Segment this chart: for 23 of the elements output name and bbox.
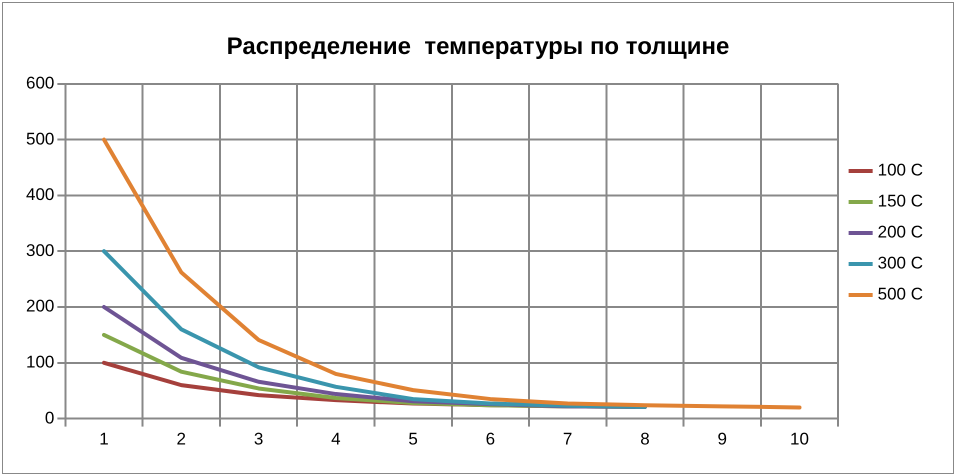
x-tick-label: 2	[176, 429, 186, 448]
y-tick-label: 500	[26, 129, 54, 148]
chart-title: Распределение температуры по толщине	[226, 33, 730, 60]
legend-label: 300 C	[878, 254, 924, 273]
y-tick-label: 400	[26, 185, 54, 204]
x-tick-label: 7	[562, 429, 572, 448]
x-tick-label: 10	[790, 429, 809, 448]
legend-label: 500 C	[878, 284, 924, 304]
y-tick-label: 300	[26, 240, 54, 260]
y-tick-label: 100	[26, 352, 54, 372]
x-tick-label: 1	[99, 429, 109, 448]
y-tick-label: 200	[26, 296, 54, 316]
x-tick-label: 8	[640, 429, 650, 448]
legend-label: 200 C	[878, 222, 924, 242]
x-tick-label: 4	[331, 429, 341, 448]
x-tick-label: 6	[486, 429, 496, 448]
x-tick-label: 3	[254, 429, 264, 448]
y-tick-label: 600	[26, 73, 54, 92]
legend-label: 100 C	[878, 160, 924, 180]
y-tick-label: 0	[44, 408, 54, 428]
x-tick-label: 9	[717, 429, 727, 448]
legend-label: 150 C	[878, 192, 924, 211]
x-tick-label: 5	[408, 429, 418, 448]
